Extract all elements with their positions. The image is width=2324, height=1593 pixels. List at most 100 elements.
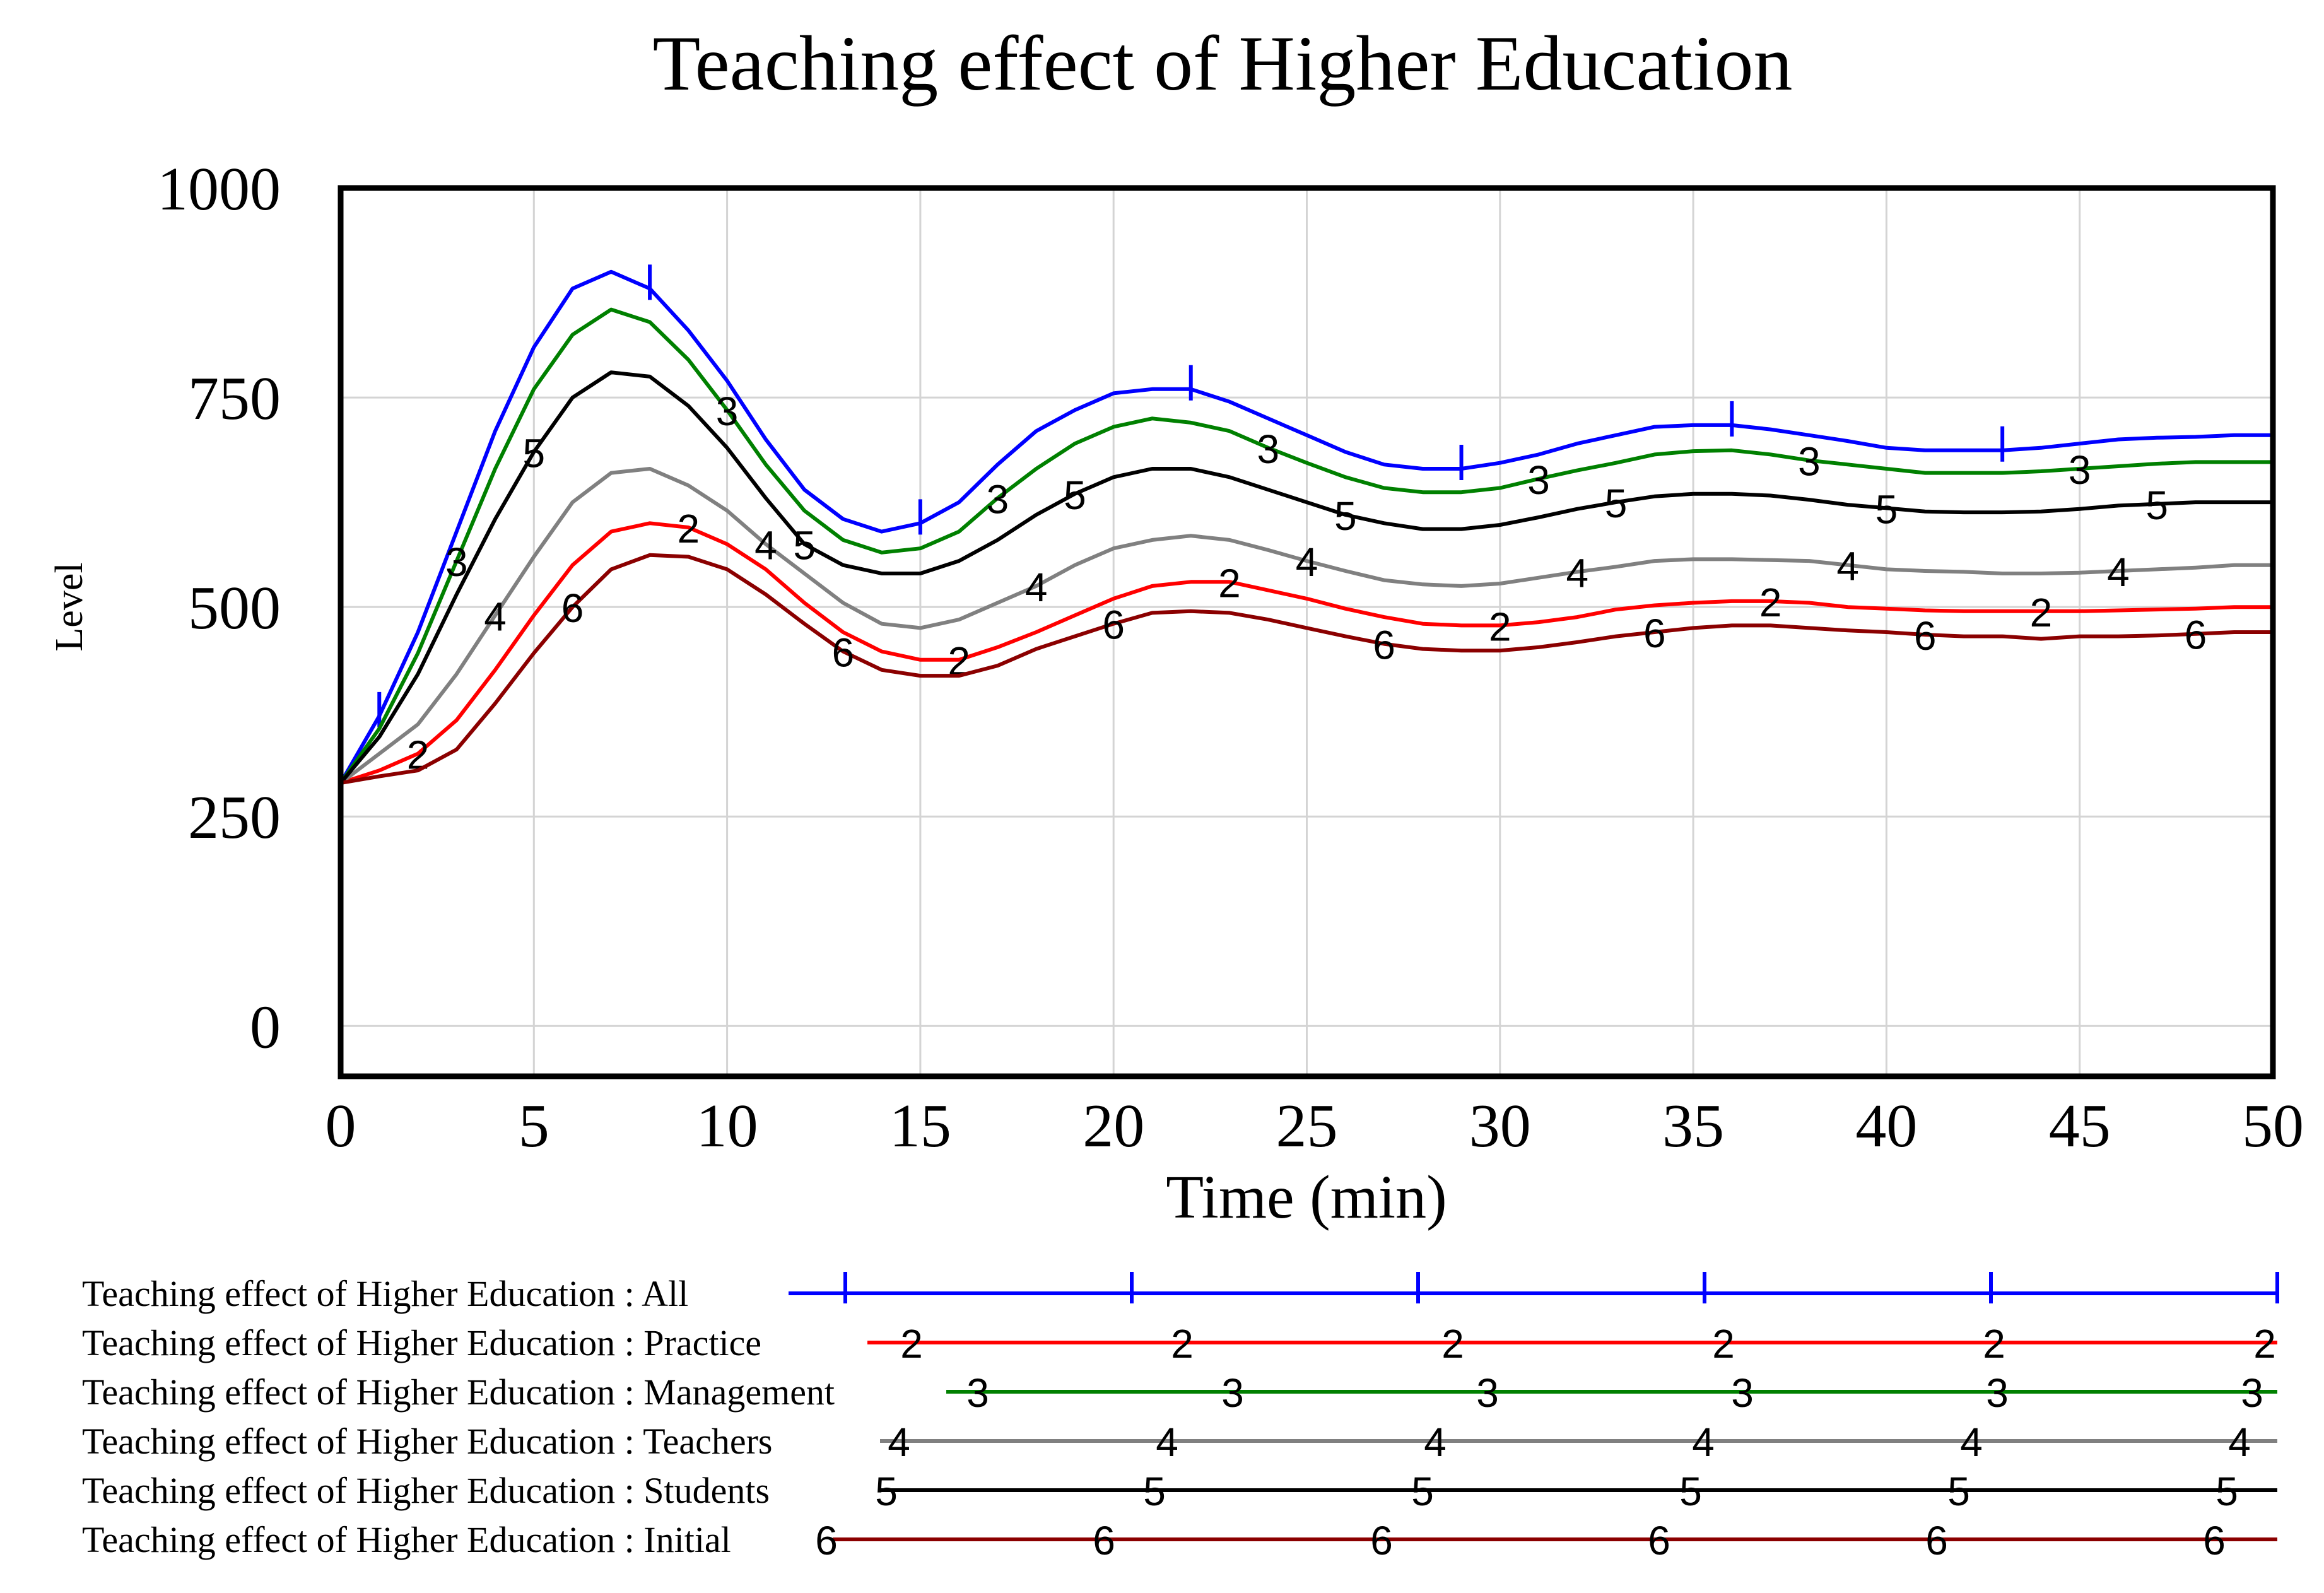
x-tick-label: 50 <box>2242 1092 2304 1160</box>
x-tick-label: 5 <box>519 1092 549 1160</box>
legend-label-4: Teaching effect of Higher Education : Te… <box>82 1421 772 1462</box>
legend-marker-3: 3 <box>1986 1370 2009 1416</box>
series-line-1 <box>339 269 2275 785</box>
series-marker-5: 5 <box>2145 483 2168 528</box>
legend-marker-4: 4 <box>2228 1420 2251 1465</box>
series-marker-2: 2 <box>1218 560 1241 606</box>
legend-marker-6: 6 <box>2203 1518 2226 1563</box>
series-marker-4: 4 <box>1836 544 1859 589</box>
series-marker-3: 3 <box>987 476 1009 522</box>
series-marker-2: 2 <box>678 506 700 551</box>
x-axis-ticks: 0 5 10 15 20 25 30 35 40 45 50 <box>326 1092 2304 1160</box>
series-line-6 <box>339 553 2275 785</box>
series-marker-6: 6 <box>1102 603 1125 648</box>
x-tick-label: 15 <box>889 1092 951 1160</box>
series-marker-2: 2 <box>1759 580 1782 625</box>
legend-marker-2: 2 <box>1441 1321 1464 1367</box>
series-marker-5: 5 <box>1605 481 1628 526</box>
series-line-5 <box>339 370 2275 785</box>
series-marker-4: 4 <box>2107 550 2130 595</box>
legend: Teaching effect of Higher Education : Al… <box>82 1272 2279 1563</box>
series-marker-6: 6 <box>832 630 855 676</box>
series-marker-4: 4 <box>1025 565 1048 610</box>
legend-marker-3: 3 <box>1476 1370 1499 1416</box>
series-marker-3: 3 <box>1257 426 1279 472</box>
series-marker-2: 2 <box>1489 604 1511 649</box>
series-line-2 <box>339 521 2275 785</box>
legend-marker-6: 6 <box>1648 1518 1670 1563</box>
series-marker-5: 5 <box>523 430 546 476</box>
legend-marker-3: 3 <box>2241 1370 2263 1416</box>
y-axis-ticks: 0 250 500 750 1000 <box>157 155 281 1061</box>
legend-marker-4: 4 <box>1692 1420 1715 1465</box>
series-marker-4: 4 <box>1566 550 1589 596</box>
legend-label-3: Teaching effect of Higher Education : Ma… <box>82 1372 835 1413</box>
legend-marker-5: 5 <box>1947 1469 1970 1514</box>
legend-marker-2: 2 <box>1171 1321 1194 1367</box>
legend-marker-3: 3 <box>1731 1370 1754 1416</box>
y-tick-label: 500 <box>188 574 281 642</box>
y-tick-label: 0 <box>250 993 281 1061</box>
legend-marker-2: 2 <box>900 1321 923 1367</box>
x-tick-label: 20 <box>1083 1092 1144 1160</box>
legend-marker-2: 2 <box>2253 1321 2276 1367</box>
series-marker-2: 2 <box>2030 590 2053 635</box>
series-marker-5: 5 <box>1875 486 1898 532</box>
y-tick-label: 1000 <box>157 155 281 223</box>
legend-marker-5: 5 <box>875 1469 898 1514</box>
legend-marker-5: 5 <box>1679 1469 1702 1514</box>
series-marker-4: 4 <box>484 594 507 639</box>
legend-marker-6: 6 <box>1093 1518 1115 1563</box>
series-marker-6: 6 <box>2185 613 2207 658</box>
chart-title: Teaching effect of Higher Education <box>653 20 1793 107</box>
legend-marker-2: 2 <box>1712 1321 1735 1367</box>
legend-marker-6: 6 <box>815 1518 838 1563</box>
x-tick-label: 10 <box>696 1092 758 1160</box>
series-line-3 <box>339 307 2275 785</box>
x-tick-label: 45 <box>2049 1092 2111 1160</box>
series-marker-6: 6 <box>1373 623 1395 668</box>
series-marker-3: 3 <box>2069 447 2091 493</box>
series-marker-6: 6 <box>1914 613 1937 659</box>
series-marker-6: 6 <box>1643 611 1666 656</box>
x-tick-label: 25 <box>1276 1092 1338 1160</box>
legend-marker-5: 5 <box>2215 1469 2238 1514</box>
legend-label-5: Teaching effect of Higher Education : St… <box>82 1470 770 1511</box>
x-tick-label: 30 <box>1469 1092 1531 1160</box>
legend-marker-6: 6 <box>1370 1518 1393 1563</box>
series-marker-4: 4 <box>1296 539 1318 585</box>
series-marker-5: 5 <box>1334 493 1357 539</box>
legend-label-1: Teaching effect of Higher Education : Al… <box>82 1273 688 1314</box>
series-marker-3: 3 <box>716 389 739 434</box>
legend-marker-4: 4 <box>1156 1420 1178 1465</box>
series-line-4 <box>339 467 2275 785</box>
legend-marker-3: 3 <box>966 1370 989 1416</box>
legend-label-2: Teaching effect of Higher Education : Pr… <box>82 1322 761 1363</box>
series-marker-5: 5 <box>1064 473 1086 518</box>
series-marker-3: 3 <box>1527 457 1550 503</box>
x-tick-label: 40 <box>1855 1092 1917 1160</box>
series-marker-6: 6 <box>561 585 584 631</box>
x-tick-label: 0 <box>326 1092 356 1160</box>
series-marker-4: 4 <box>754 523 777 568</box>
legend-marker-3: 3 <box>1221 1370 1244 1416</box>
x-axis-label: Time (min) <box>1166 1163 1447 1231</box>
y-axis-label: Level <box>48 562 91 651</box>
legend-marker-2: 2 <box>1983 1321 2005 1367</box>
legend-label-6: Teaching effect of Higher Education : In… <box>82 1519 731 1560</box>
legend-marker-4: 4 <box>1960 1420 1983 1465</box>
legend-marker-4: 4 <box>1424 1420 1447 1465</box>
legend-marker-5: 5 <box>1143 1469 1166 1514</box>
series-marker-3: 3 <box>1798 439 1821 485</box>
y-tick-label: 750 <box>188 365 281 433</box>
x-tick-label: 35 <box>1662 1092 1724 1160</box>
series-marker-5: 5 <box>793 523 816 568</box>
plot-frame <box>337 185 2276 1079</box>
y-tick-label: 250 <box>188 784 281 852</box>
legend-marker-6: 6 <box>1925 1518 1948 1563</box>
legend-marker-4: 4 <box>888 1420 910 1465</box>
